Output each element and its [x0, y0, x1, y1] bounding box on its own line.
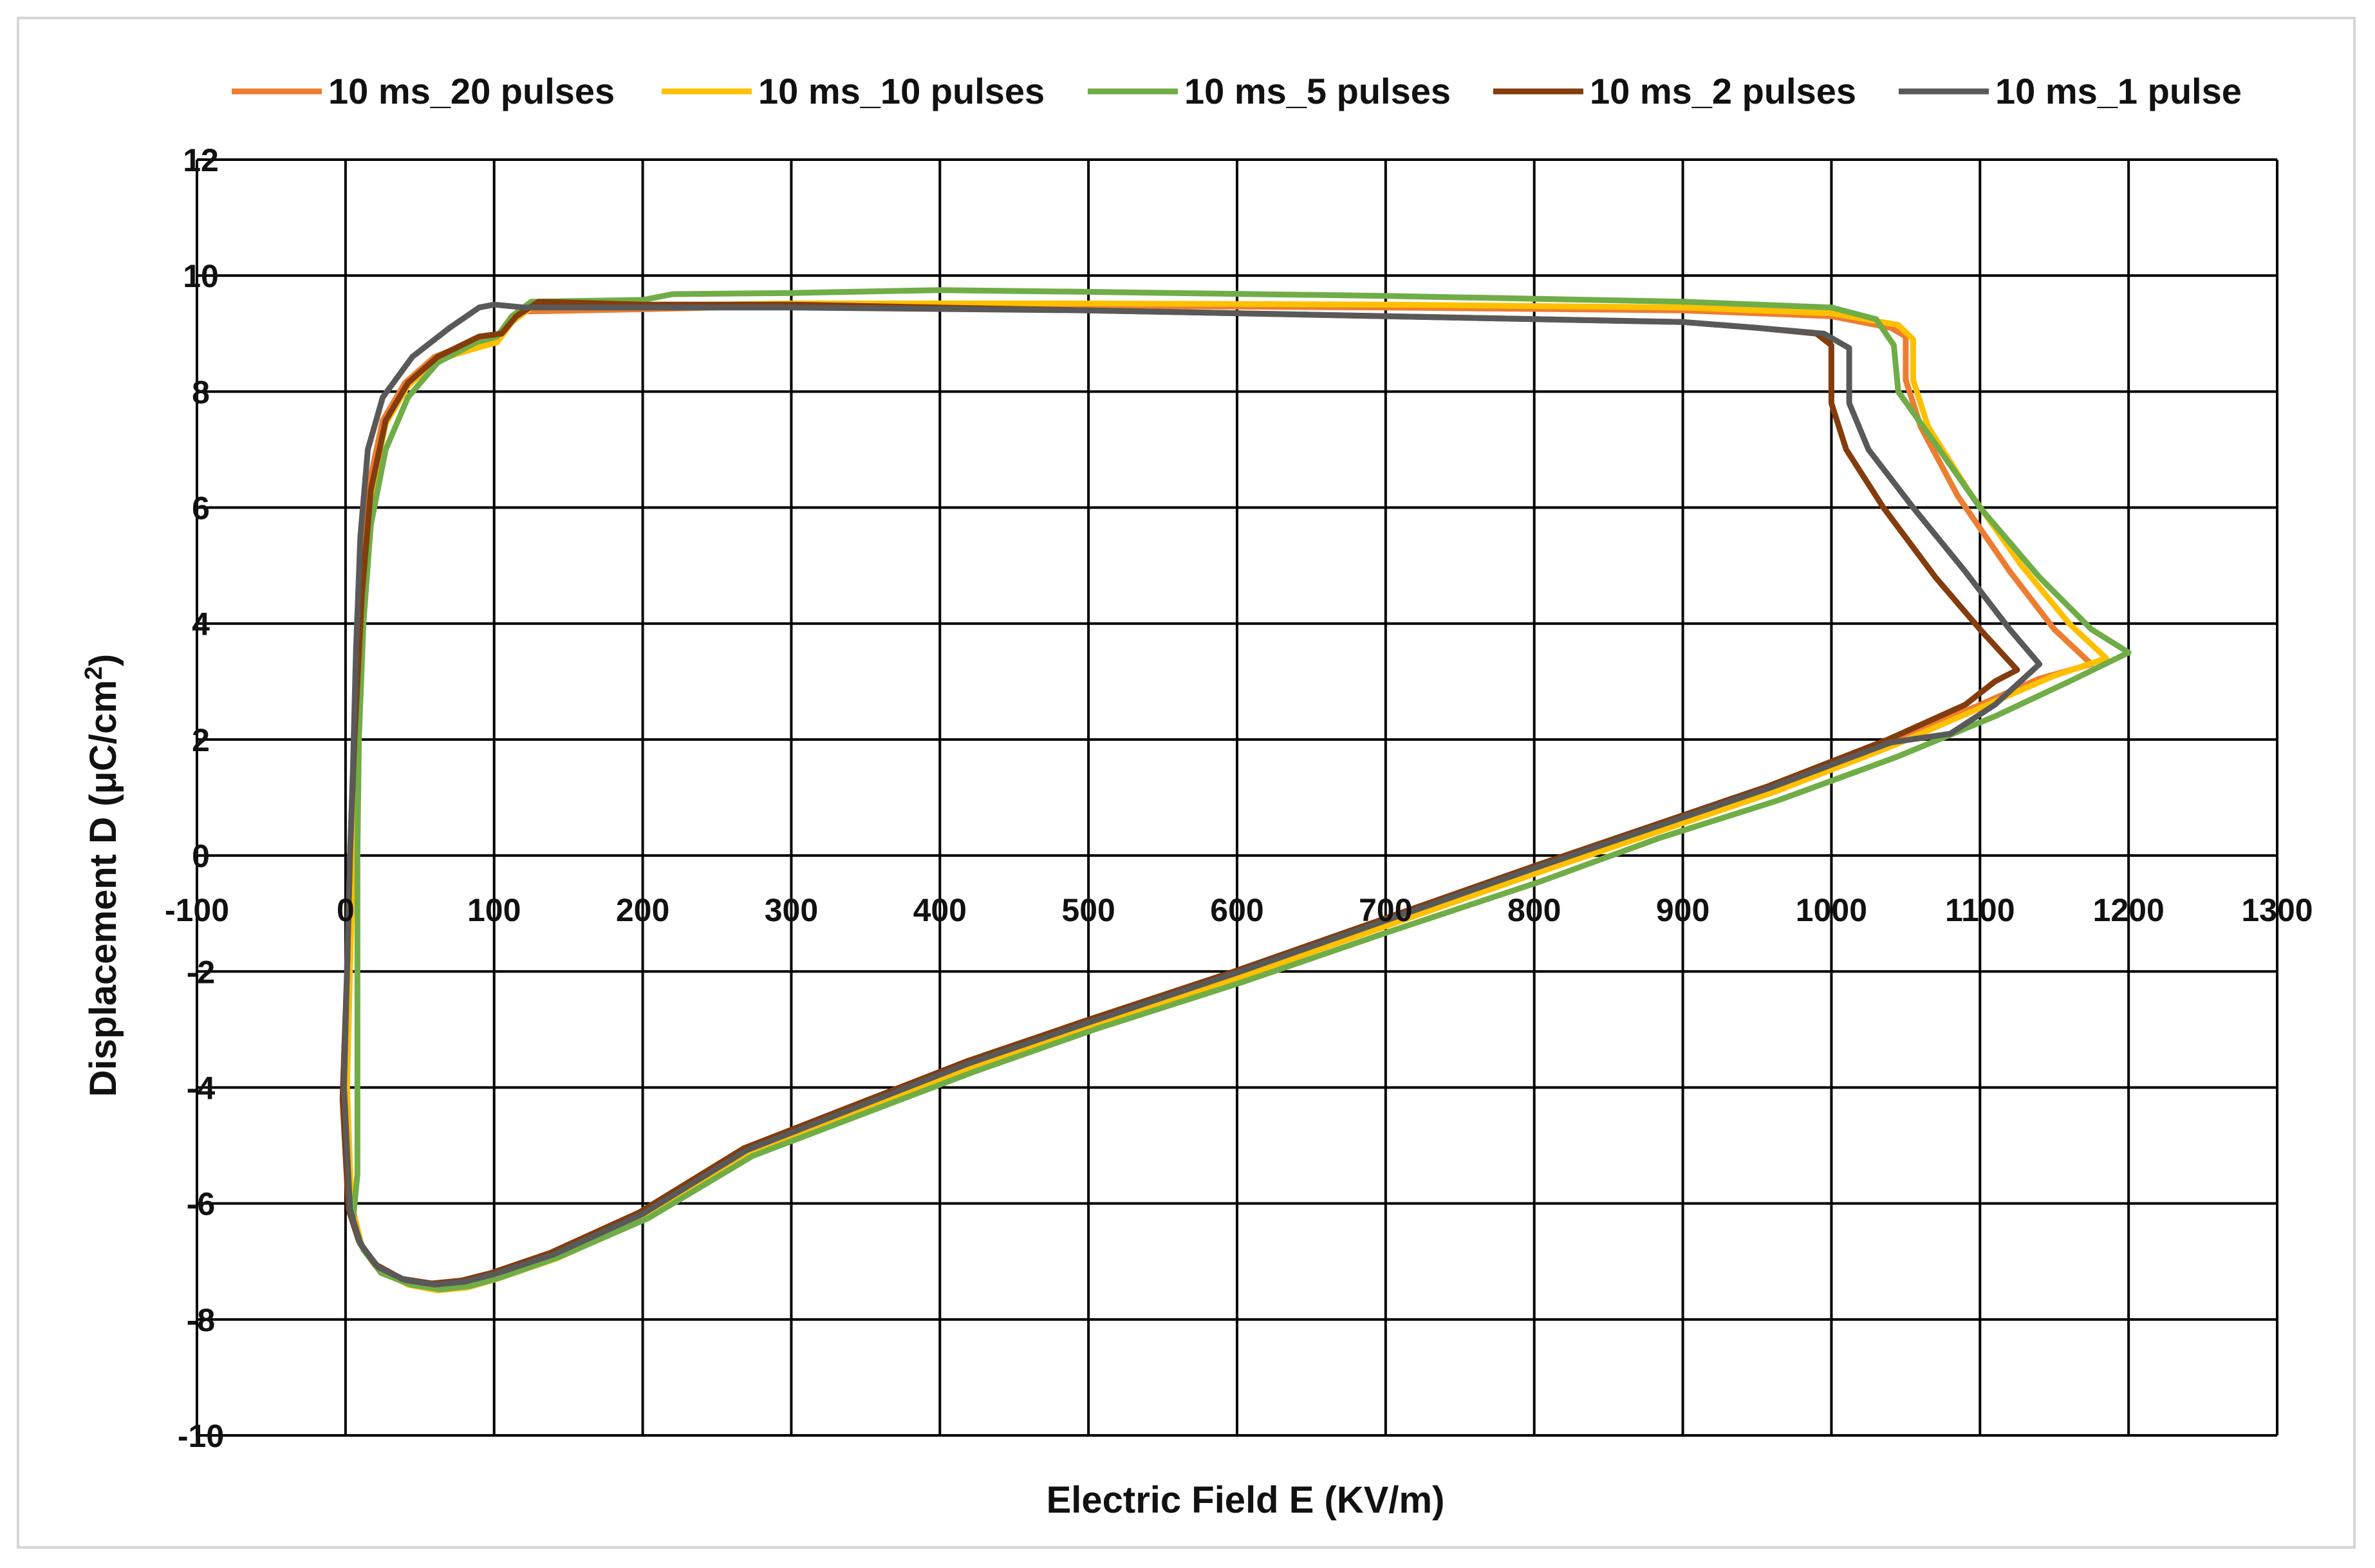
- legend-label-1: 10 ms_20 pulses: [328, 71, 615, 111]
- chart: 10 ms_20 pulses 10 ms_10 pulses 10 ms_5 pu…: [80, 71, 2313, 1521]
- x-tick-label: 200: [616, 892, 669, 928]
- y-tick-label: 2: [192, 722, 210, 758]
- y-tick-label: 12: [183, 142, 219, 178]
- y-tick-label: 8: [192, 374, 210, 410]
- y-tick-label: -6: [187, 1186, 215, 1222]
- series-layer: [339, 287, 2132, 1294]
- x-tick-label: 600: [1210, 892, 1263, 928]
- series-line-3: [349, 287, 2132, 1293]
- y-axis-title: Displacement D (μC/cm2): [80, 654, 124, 1097]
- series-line-1: [342, 303, 2094, 1291]
- x-tick-label: -100: [165, 892, 229, 928]
- x-tick-label: 0: [337, 892, 355, 928]
- y-tick-label: -4: [187, 1070, 216, 1106]
- x-tick-label: 100: [467, 892, 521, 928]
- x-tick-label: 400: [913, 892, 967, 928]
- series-line-2: [344, 300, 2109, 1294]
- x-tick-label: 300: [765, 892, 818, 928]
- tick-labels: -100 0 100 200 300 400 500 600 700 800 900 1000 1100…: [165, 142, 2313, 1454]
- series-line-5: [341, 301, 2043, 1288]
- x-tick-label: 700: [1359, 892, 1412, 928]
- y-tick-label: 10: [183, 258, 219, 294]
- y-axis-title-sup: 2: [80, 666, 107, 680]
- x-tick-label: 1200: [2093, 892, 2165, 928]
- x-tick-label: 1000: [1796, 892, 1867, 928]
- y-axis-title-main: Displacement D (μC/cm: [82, 680, 124, 1097]
- y-tick-label: -2: [187, 954, 215, 990]
- y-axis-title-end: ): [82, 654, 124, 666]
- x-axis-title: Electric Field E (KV/m): [1047, 1479, 1445, 1521]
- legend-label-2: 10 ms_10 pulses: [758, 71, 1045, 111]
- x-tick-label: 1300: [2241, 892, 2313, 928]
- legend-label-4: 10 ms_2 pulses: [1590, 71, 1856, 111]
- y-tick-label: 6: [192, 490, 210, 527]
- x-tick-label: 500: [1061, 892, 1115, 928]
- legend: 10 ms_20 pulses 10 ms_10 pulses 10 ms_5 pu…: [232, 71, 2242, 111]
- grid: [196, 158, 2278, 1437]
- legend-label-5: 10 ms_1 pulse: [1995, 71, 2242, 111]
- chart-frame: 10 ms_20 pulses 10 ms_10 pulses 10 ms_5 pu…: [17, 17, 2356, 1549]
- x-tick-label: 800: [1507, 892, 1561, 928]
- y-tick-label: -8: [187, 1302, 215, 1338]
- y-tick-label: 0: [192, 838, 210, 874]
- x-tick-label: 900: [1656, 892, 1709, 928]
- x-tick-label: 1100: [1945, 892, 2015, 928]
- y-tick-label: -10: [178, 1418, 224, 1454]
- legend-label-3: 10 ms_5 pulses: [1184, 71, 1451, 111]
- y-tick-label: 4: [192, 606, 210, 642]
